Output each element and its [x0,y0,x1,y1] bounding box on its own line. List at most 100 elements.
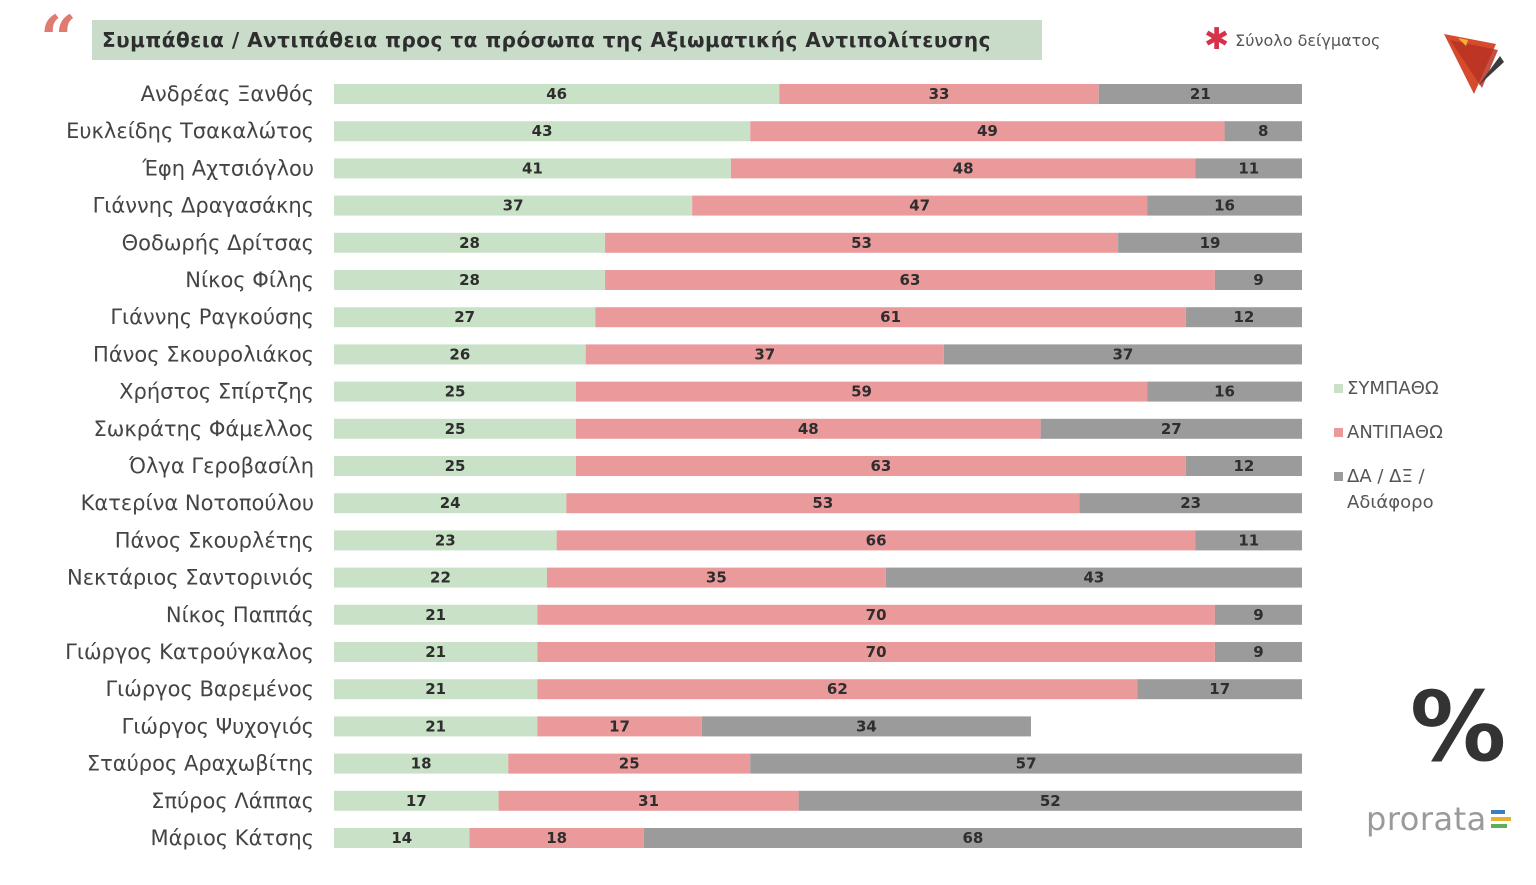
bar-value-label: 62 [827,680,848,698]
bar-value-label: 47 [909,197,930,215]
chart-title: Συμπάθεια / Αντιπάθεια προς τα πρόσωπα τ… [102,28,992,52]
bar-value-label: 21 [425,717,446,735]
bar-segment-s0 [334,307,596,328]
bar-segment-s0 [334,753,509,774]
bar-segment-s1 [730,158,1196,179]
category-label: Χρήστος Σπίρτζης [119,380,314,404]
bar-segment-s0 [334,828,470,848]
bar-segment-s0 [334,121,751,142]
sample-note-text: Σύνολο δείγματος [1235,30,1381,50]
bar-value-label: 63 [900,271,921,289]
bar-segment-s0 [334,716,538,737]
bar-segment-s2 [885,567,1302,588]
bar-segment-s0 [334,158,731,179]
bar-segment-s1 [595,307,1186,328]
category-label: Σπύρος Λάππας [151,789,314,813]
legend-item-sympatho: ΣΥΜΠΑΘΩ [1334,376,1494,402]
bar-segment-s1 [576,418,1041,439]
bar-value-label: 16 [1214,197,1235,215]
legend-swatch-sympatho [1334,384,1343,393]
quote-mark-icon: “ [40,2,77,77]
bar-value-label: 11 [1238,159,1259,177]
bar-value-label: 37 [1112,345,1133,363]
bar-segment-s2 [1195,158,1302,179]
bar-segment-s2 [701,716,1031,737]
bar-segment-s2 [798,790,1302,811]
bar-segment-s0 [334,567,547,588]
bar-value-label: 53 [812,494,833,512]
category-label: Πάνος Σκουρλέτης [115,528,314,552]
bar-value-label: 53 [851,234,872,252]
category-label: Πάνος Σκουρολιάκος [93,342,314,366]
category-label: Θοδωρής Δρίτσας [122,231,314,255]
bar-value-label: 25 [619,755,640,773]
bar-value-label: 61 [880,308,901,326]
publisher-logo-icon [1444,34,1504,94]
category-label: Μάριος Κάτσης [151,826,314,850]
asterisk-icon: ✱ [1204,22,1230,57]
bar-segment-s1 [576,381,1148,402]
legend-item-antipatho: ΑΝΤΙΠΑΘΩ [1334,420,1494,446]
bar-segment-s1 [498,790,799,811]
bar-segment-s2 [1195,530,1302,551]
bar-segment-s0 [334,232,606,253]
brand-bars-icon [1490,810,1511,828]
bar-value-label: 43 [1083,569,1104,587]
bar-segment-s1 [546,567,886,588]
bar-value-label: 48 [953,159,974,177]
bar-value-label: 63 [870,457,891,475]
bar-value-label: 17 [1209,680,1230,698]
bar-value-label: 43 [532,122,553,140]
bar-segment-s0 [334,642,538,662]
category-label: Ανδρέας Ξανθός [141,82,314,106]
legend-swatch-antipatho [1334,428,1343,437]
bar-value-label: 23 [1180,494,1201,512]
bar-value-label: 28 [459,234,480,252]
bar-segment-s2 [1118,232,1302,253]
bar-value-label: 9 [1253,271,1263,289]
category-label: Όλγα Γεροβασίλη [128,454,314,478]
bar-segment-s0 [334,456,576,476]
bar-value-label: 12 [1233,457,1254,475]
category-label: Γιώργος Ψυχογιός [122,714,314,738]
bar-segment-s2 [1147,195,1302,216]
category-label: Νίκος Φίλης [185,268,314,292]
bar-segment-s0 [334,270,606,290]
bar-value-label: 21 [425,643,446,661]
bar-value-label: 70 [866,606,887,624]
bar-segment-s1 [556,530,1196,551]
bar-value-label: 16 [1214,383,1235,401]
bar-segment-s0 [334,604,538,625]
bar-segment-s2 [1040,418,1302,439]
bar-value-label: 49 [977,122,998,140]
bar-value-label: 18 [411,755,432,773]
bar-value-label: 57 [1016,755,1037,773]
bar-value-label: 35 [706,569,727,587]
bar-segment-s2 [1147,381,1302,402]
bar-value-label: 41 [522,159,543,177]
bar-segment-s0 [334,84,780,104]
bar-segment-s1 [508,753,751,774]
bar-segment-s2 [943,344,1302,365]
bar-segment-s1 [750,121,1225,142]
category-label: Σταύρος Αραχωβίτης [87,752,314,776]
bar-value-label: 27 [1161,420,1182,438]
bar-segment-s1 [605,232,1119,253]
category-label: Νεκτάριος Σαντορινιός [67,566,314,590]
bar-value-label: 22 [430,569,451,587]
bar-segment-s2 [1214,270,1302,290]
bar-value-label: 25 [445,383,466,401]
bar-segment-s2 [1224,121,1302,142]
bar-value-label: 26 [449,345,470,363]
bar-value-label: 59 [851,383,872,401]
bar-segment-s0 [334,679,538,700]
legend: ΣΥΜΠΑΘΩ ΑΝΤΙΠΑΘΩ ΔΑ / ΔΞ / Αδιάφορο [1334,376,1494,534]
bar-value-label: 33 [929,85,950,103]
category-label: Σωκράτης Φάμελλος [94,417,314,441]
bar-value-label: 21 [425,606,446,624]
bar-segment-s2 [1137,679,1302,700]
legend-label-sympatho: ΣΥΜΠΑΘΩ [1347,378,1439,399]
bar-value-label: 21 [1190,85,1211,103]
bar-value-label: 25 [445,457,466,475]
legend-swatch-da-dx [1334,472,1343,481]
